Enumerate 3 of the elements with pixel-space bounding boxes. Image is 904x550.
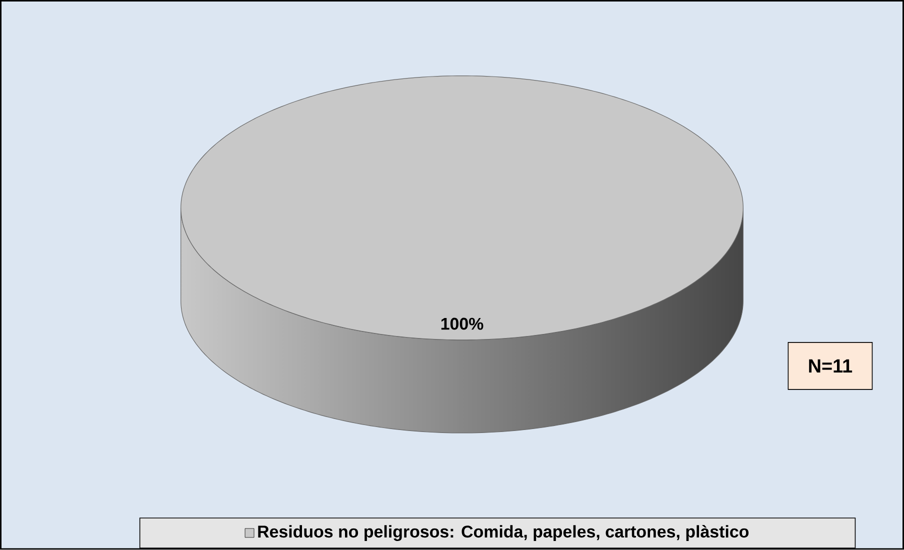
data-label: 100% — [441, 318, 484, 330]
text: N=11 — [809, 360, 852, 373]
legend-label: Residuos no peligrosos: Comida, papeles, cartones, plàstico — [258, 525, 749, 542]
